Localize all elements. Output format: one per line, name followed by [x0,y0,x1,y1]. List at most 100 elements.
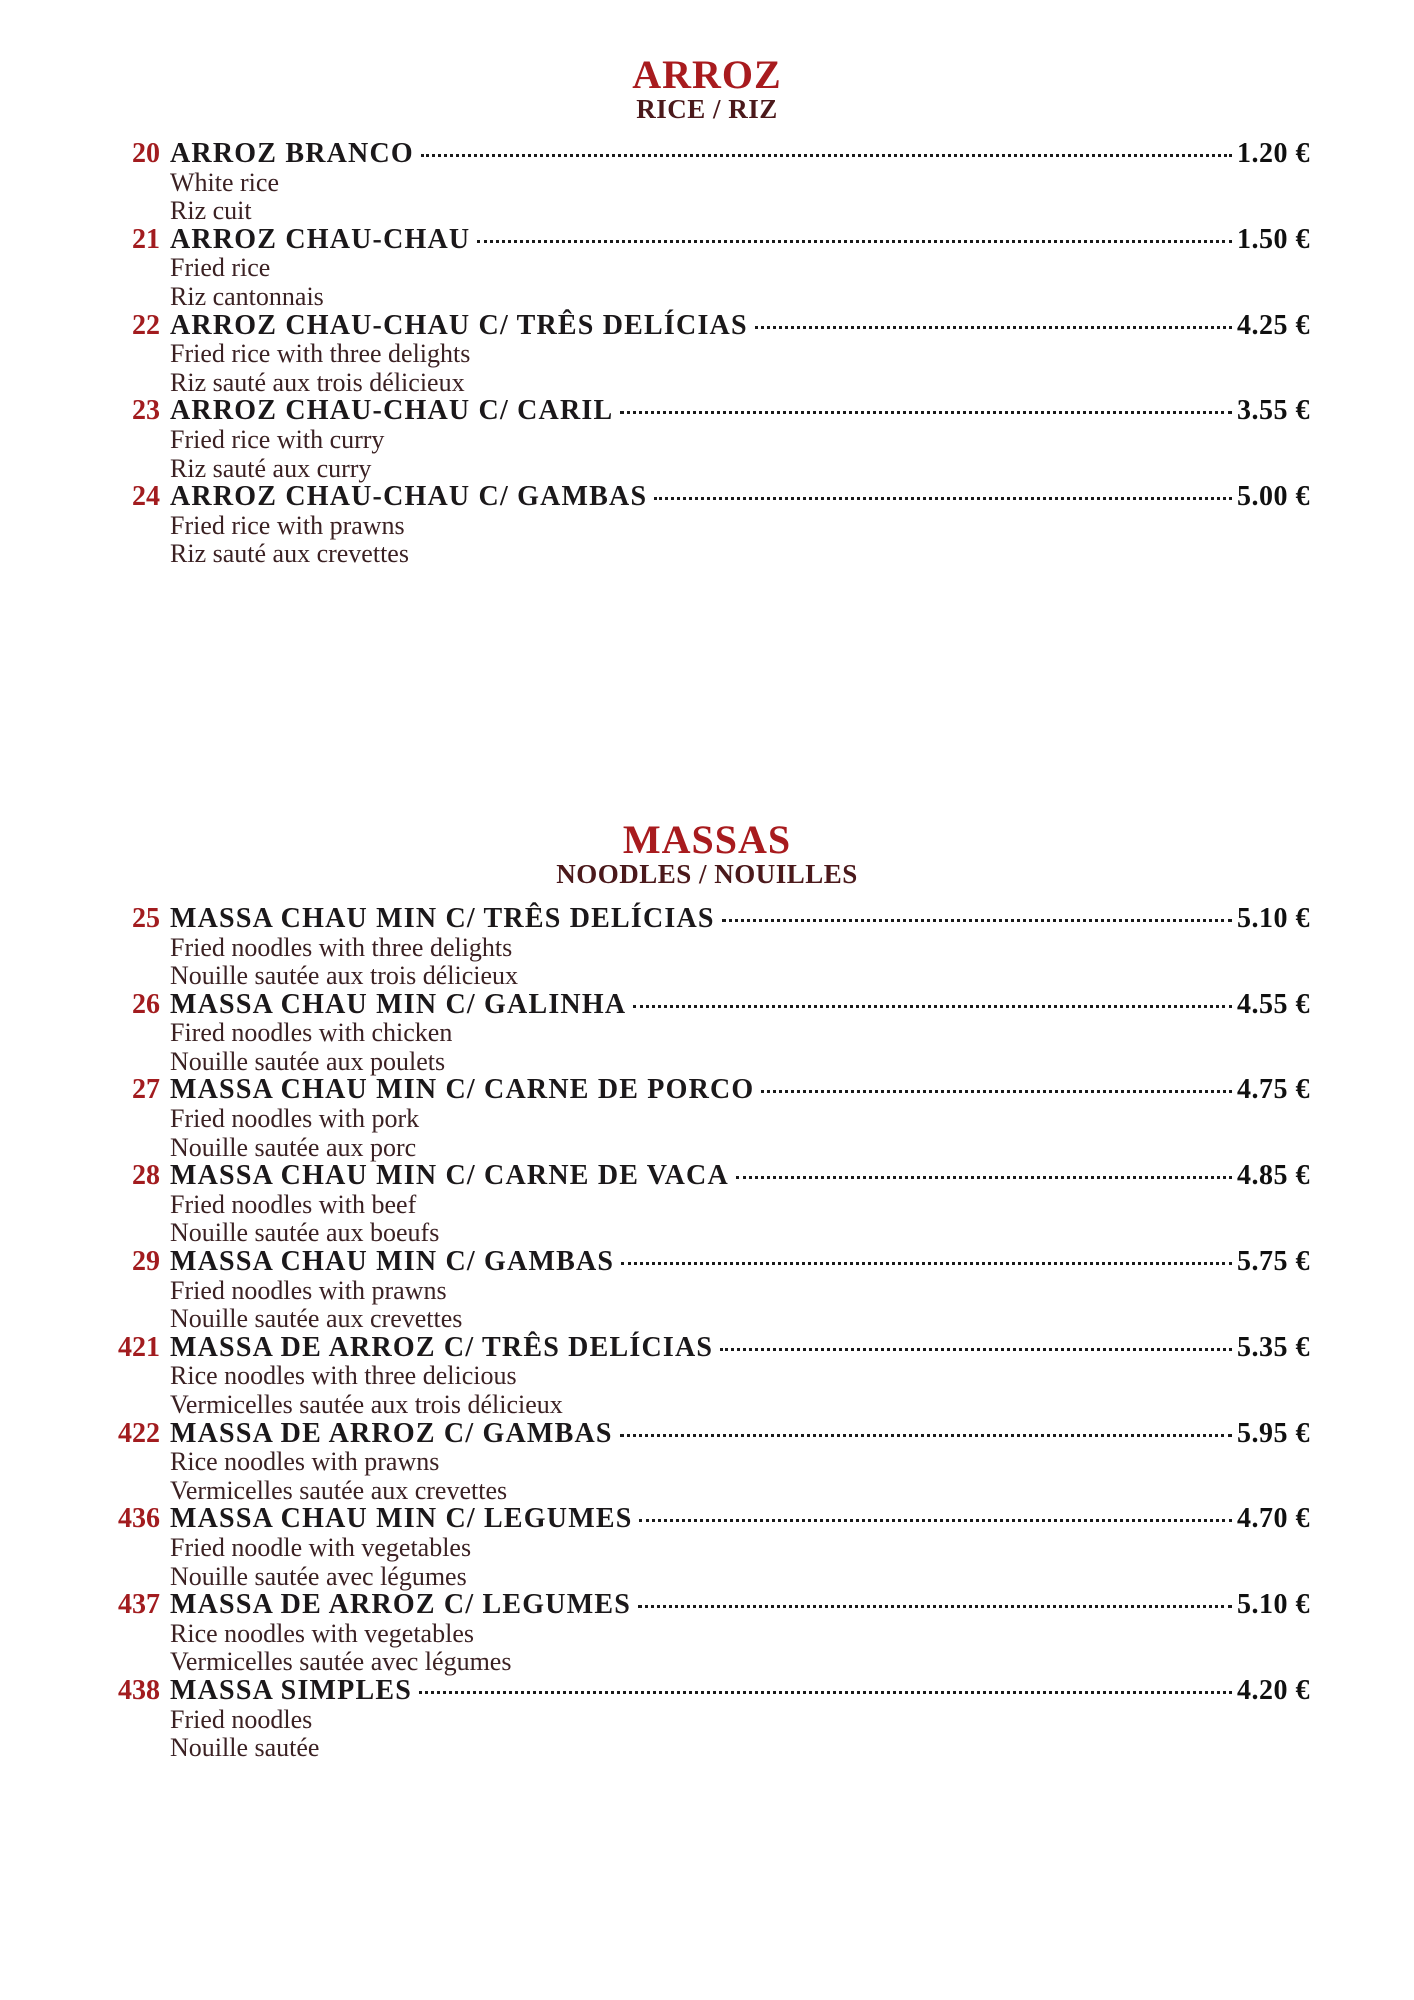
section-items-massas: 25 MASSA CHAU MIN C/ TRÊS DELÍCIAS 5.10 … [0,902,1414,1763]
menu-item-main-line: 29 MASSA CHAU MIN C/ GAMBAS 5.75 € [72,1246,1310,1278]
item-name: ARROZ BRANCO [170,138,414,169]
item-number: 22 [132,309,160,341]
item-description-english: Fried rice [170,253,271,283]
item-price: 1.20 € [1237,138,1310,169]
menu-item: 421 MASSA DE ARROZ C/ TRÊS DELÍCIAS 5.35… [72,1331,1310,1420]
section-subtitle-massas: NOODLES / NOUILLES [556,858,858,889]
item-number: 436 [118,1503,160,1535]
menu-item: 20 ARROZ BRANCO 1.20 € White rice Riz cu… [72,138,1310,226]
item-number: 26 [132,988,160,1020]
item-price: 5.35 € [1237,1331,1310,1363]
menu-item: 29 MASSA CHAU MIN C/ GAMBAS 5.75 € Fried… [72,1246,1310,1334]
dotted-leader [735,1176,1232,1180]
item-description-french: Nouille sautée aux porc [170,1132,417,1162]
item-price: 4.20 € [1237,1674,1310,1706]
item-number: 437 [118,1589,160,1621]
item-description-french: Riz sauté aux crevettes [170,539,409,569]
item-description-french: Nouille sautée [170,1733,320,1763]
item-description-english: Fried rice with three delights [170,339,471,369]
dotted-leader [620,411,1232,415]
item-description-english: Rice noodles with vegetables [170,1618,474,1648]
dotted-leader [721,918,1232,922]
item-number: 21 [132,223,160,255]
item-price: 4.25 € [1237,309,1310,341]
menu-item: 22 ARROZ CHAU-CHAU C/ TRÊS DELÍCIAS 4.25… [72,309,1310,398]
item-number: 24 [132,481,160,513]
item-description-french: Vermicelles sautée aux trois délicieux [170,1390,563,1419]
item-description-english: Fried rice with prawns [170,510,405,540]
item-number: 438 [118,1674,160,1706]
item-description-french: Vermicelles sautée avec légumes [170,1647,512,1677]
item-number: 422 [118,1417,160,1449]
dotted-leader [639,1519,1232,1523]
menu-item-main-line: 20 ARROZ BRANCO 1.20 € [72,138,1310,169]
item-description-french: Vermicelles sautée aux crevettes [170,1475,508,1505]
item-name: MASSA DE ARROZ C/ GAMBAS [170,1417,613,1449]
menu-item-main-line: 422 MASSA DE ARROZ C/ GAMBAS 5.95 € [72,1417,1310,1449]
item-description-english: Fried noodles with three delights [170,932,513,962]
dotted-leader [754,325,1232,329]
item-price: 1.50 € [1237,223,1310,255]
section-massas: MASSAS NOODLES / NOUILLES 25 MASSA CHAU … [0,816,1414,1763]
item-description-english: Fried noodles with pork [170,1104,420,1134]
menu-item: 438 MASSA SIMPLES 4.20 € Fried noodles N… [72,1674,1310,1763]
menu-item: 27 MASSA CHAU MIN C/ CARNE DE PORCO 4.75… [72,1076,1310,1162]
menu-item-main-line: 421 MASSA DE ARROZ C/ TRÊS DELÍCIAS 5.35… [72,1331,1310,1363]
item-price: 5.10 € [1237,902,1310,934]
item-price: 5.10 € [1237,1589,1310,1621]
dotted-leader [621,1262,1232,1266]
item-description-french: Nouille sautée aux poulets [170,1046,446,1076]
item-name: ARROZ CHAU-CHAU [170,223,471,255]
menu-item: 23 ARROZ CHAU-CHAU C/ CARIL 3.55 € Fried… [72,397,1310,483]
section-title-arroz: ARROZ [632,52,782,97]
menu-item-main-line: 24 ARROZ CHAU-CHAU C/ GAMBAS 5.00 € [72,483,1310,512]
item-number: 25 [132,902,160,934]
item-number: 20 [132,138,160,169]
item-name: MASSA CHAU MIN C/ CARNE DE VACA [170,1160,729,1192]
menu-item: 26 MASSA CHAU MIN C/ GALINHA 4.55 € Fire… [72,988,1310,1077]
item-description-french: Riz cantonnais [170,281,324,311]
section-arroz: ARROZ RICE / RIZ 20 ARROZ BRANCO 1.20 € … [0,54,1414,569]
menu-item: 422 MASSA DE ARROZ C/ GAMBAS 5.95 € Rice… [72,1417,1310,1506]
item-description-english: Fired noodles with chicken [170,1018,453,1048]
item-price: 5.00 € [1237,481,1310,513]
item-name: MASSA CHAU MIN C/ LEGUMES [170,1503,633,1535]
item-description-french: Riz sauté aux curry [170,453,372,483]
dotted-leader [419,1690,1232,1694]
item-description-english: White rice [170,167,279,197]
menu-item-main-line: 22 ARROZ CHAU-CHAU C/ TRÊS DELÍCIAS 4.25… [72,309,1310,341]
item-description-english: Fried rice with curry [170,424,385,454]
menu-item-main-line: 438 MASSA SIMPLES 4.20 € [72,1674,1310,1706]
menu-item: 436 MASSA CHAU MIN C/ LEGUMES 4.70 € Fri… [72,1505,1310,1591]
item-price: 4.85 € [1237,1160,1310,1192]
item-description-french: Riz cuit [170,196,252,226]
menu-item-main-line: 21 ARROZ CHAU-CHAU 1.50 € [72,223,1310,255]
menu-item-main-line: 437 MASSA DE ARROZ C/ LEGUMES 5.10 € [72,1591,1310,1620]
item-name: ARROZ CHAU-CHAU C/ CARIL [170,395,614,427]
menu-item-main-line: 436 MASSA CHAU MIN C/ LEGUMES 4.70 € [72,1505,1310,1534]
item-description-french: Nouille sautée avec légumes [170,1561,467,1591]
item-name: MASSA CHAU MIN C/ GAMBAS [170,1246,615,1278]
item-description-english: Fried noodles [170,1704,313,1734]
item-name: MASSA SIMPLES [170,1674,412,1706]
menu-item-main-line: 28 MASSA CHAU MIN C/ CARNE DE VACA 4.85 … [72,1162,1310,1191]
item-description-french: Nouille sautée aux crevettes [170,1304,463,1334]
dotted-leader [477,239,1232,243]
item-name: MASSA DE ARROZ C/ TRÊS DELÍCIAS [170,1331,714,1363]
item-description-english: Rice noodles with three delicious [170,1361,517,1391]
item-description-english: Rice noodles with prawns [170,1447,440,1477]
item-name: MASSA CHAU MIN C/ TRÊS DELÍCIAS [170,902,715,934]
dotted-leader [420,154,1232,157]
item-price: 4.55 € [1237,988,1310,1020]
dotted-leader [633,1004,1232,1008]
item-price: 3.55 € [1237,395,1310,427]
item-name: MASSA DE ARROZ C/ LEGUMES [170,1589,631,1621]
section-title-massas: MASSAS [622,816,792,862]
menu-item-main-line: 25 MASSA CHAU MIN C/ TRÊS DELÍCIAS 5.10 … [72,902,1310,934]
item-price: 5.95 € [1237,1417,1310,1449]
item-number: 29 [132,1246,160,1278]
item-description-french: Nouille sautée aux boeufs [170,1218,440,1248]
item-description-french: Nouille sautée aux trois délicieux [170,961,519,991]
item-number: 421 [118,1331,160,1363]
item-description-english: Fried noodle with vegetables [170,1532,472,1562]
